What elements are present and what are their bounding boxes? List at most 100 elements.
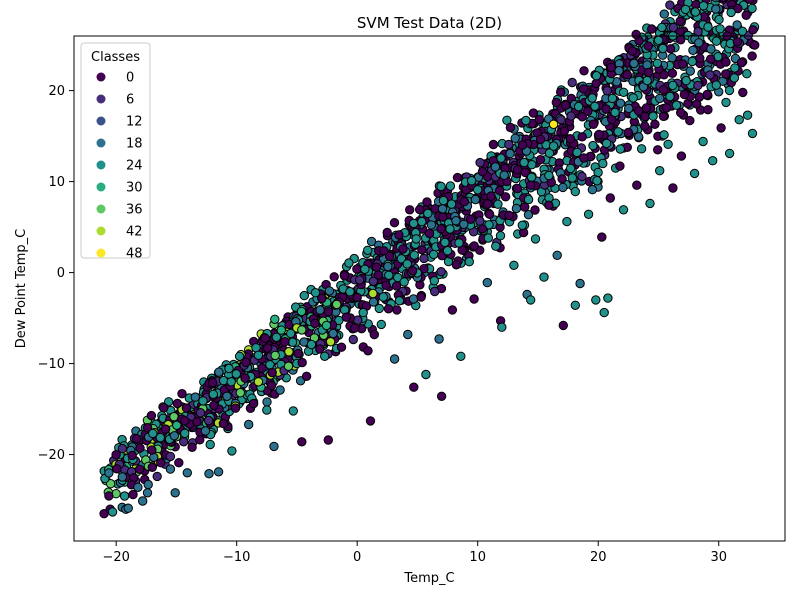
data-point — [408, 294, 419, 304]
data-point — [350, 323, 360, 333]
data-point — [579, 153, 589, 163]
data-point — [147, 462, 158, 472]
data-point — [678, 59, 688, 69]
data-point — [647, 24, 657, 34]
data-point — [363, 346, 373, 356]
data-point — [750, 40, 760, 50]
data-point — [376, 319, 386, 330]
data-point — [645, 198, 655, 209]
data-point — [512, 183, 523, 194]
data-point — [663, 139, 673, 150]
data-point — [381, 280, 391, 290]
data-point — [473, 185, 483, 195]
data-point — [665, 0, 675, 10]
data-point — [324, 286, 335, 296]
data-point — [497, 322, 507, 332]
data-point — [659, 130, 669, 140]
data-point — [685, 66, 695, 76]
data-point — [207, 378, 218, 388]
data-point — [504, 210, 514, 221]
data-point — [447, 305, 458, 315]
data-point — [741, 10, 751, 20]
data-point — [591, 295, 601, 305]
data-point — [640, 121, 650, 131]
data-point — [174, 458, 184, 468]
data-point — [205, 439, 215, 450]
data-point — [742, 69, 752, 79]
data-point — [548, 141, 559, 151]
plot-frame — [73, 35, 786, 542]
data-point — [155, 432, 166, 443]
data-point — [551, 97, 561, 108]
data-point — [618, 87, 629, 98]
data-point — [424, 228, 435, 239]
data-point — [284, 347, 294, 357]
data-point — [226, 377, 236, 387]
data-point — [504, 139, 514, 150]
data-point — [288, 406, 298, 416]
data-point — [117, 443, 128, 454]
x-tick-label: −10 — [223, 550, 250, 565]
data-point — [544, 170, 554, 181]
data-point — [689, 168, 700, 179]
data-point — [736, 58, 747, 68]
data-point — [495, 231, 506, 241]
data-point — [296, 306, 307, 317]
data-point — [721, 57, 731, 67]
legend-label: 36 — [126, 203, 143, 218]
data-point — [392, 305, 402, 315]
data-point — [690, 7, 701, 17]
data-point — [475, 157, 485, 168]
data-point — [248, 398, 259, 409]
data-point — [500, 192, 511, 202]
data-point — [389, 218, 400, 228]
data-point — [409, 382, 419, 392]
data-point — [227, 446, 237, 456]
data-point — [180, 428, 190, 439]
data-point — [572, 147, 582, 158]
data-point — [488, 139, 499, 150]
data-point — [214, 367, 224, 377]
data-point — [539, 272, 549, 282]
data-point — [241, 357, 251, 368]
x-tick-label: 0 — [353, 550, 361, 565]
data-point — [156, 458, 166, 468]
data-point — [573, 101, 584, 112]
legend-label: 42 — [126, 225, 143, 240]
data-point — [470, 194, 481, 205]
data-point — [451, 260, 462, 270]
data-point — [648, 111, 658, 121]
data-point — [195, 435, 205, 445]
data-point — [339, 271, 350, 281]
data-point — [430, 286, 440, 297]
data-point — [366, 236, 377, 247]
data-point — [253, 377, 264, 387]
data-point — [383, 261, 393, 272]
data-point — [671, 100, 682, 110]
data-point — [423, 208, 433, 219]
data-point — [409, 218, 419, 229]
data-point — [104, 468, 114, 478]
data-point — [592, 176, 602, 186]
data-point — [711, 0, 721, 3]
data-point — [112, 464, 122, 474]
data-point — [667, 53, 677, 63]
data-point — [419, 253, 429, 264]
data-point — [665, 91, 675, 102]
data-point — [556, 115, 566, 125]
data-point — [329, 272, 339, 282]
data-point — [687, 56, 697, 67]
data-point — [297, 357, 307, 368]
data-point — [493, 199, 503, 209]
data-point — [147, 445, 157, 455]
data-point — [711, 80, 721, 90]
data-point — [336, 342, 347, 352]
data-point — [747, 51, 757, 61]
data-point — [280, 337, 290, 347]
data-point — [618, 205, 629, 215]
data-point — [556, 87, 566, 97]
data-point — [234, 351, 245, 361]
data-point — [262, 405, 272, 415]
data-point — [544, 200, 554, 210]
data-point — [650, 119, 660, 130]
